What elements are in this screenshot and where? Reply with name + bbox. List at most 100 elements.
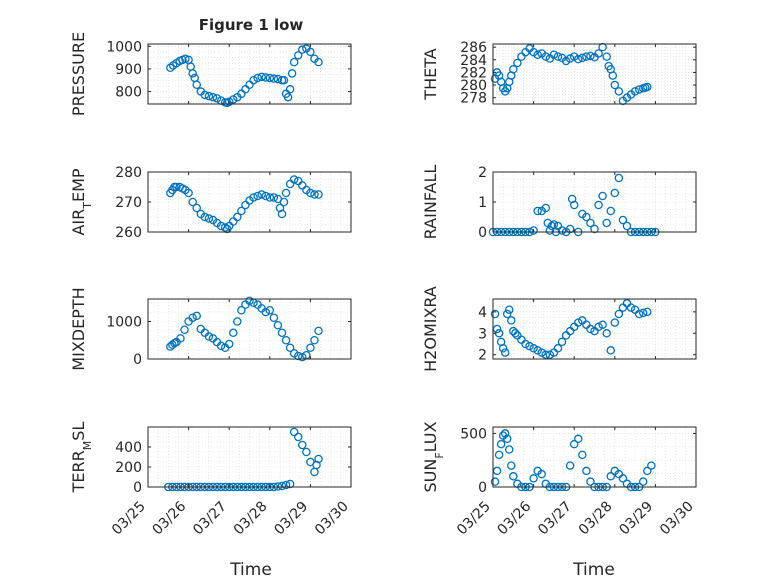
y-tick-label: 280: [115, 165, 142, 181]
data-point: [553, 344, 563, 353]
y-axis-label: THETA: [421, 48, 440, 100]
data-point: [502, 434, 512, 444]
axes-box: [492, 298, 697, 360]
y-tick-label: 282: [460, 65, 487, 81]
y-tick-label: 2: [478, 348, 487, 364]
data-point: [626, 303, 636, 312]
data-point: [265, 305, 275, 315]
data-point: [261, 307, 270, 317]
data-point: [507, 461, 516, 470]
subplot-mixdepth: 0 1000 MIXDEPTH: [69, 287, 352, 371]
y-tick-label: 3: [478, 326, 487, 342]
data-point: [200, 90, 210, 100]
data-point: [279, 75, 289, 85]
data-point: [265, 193, 275, 202]
data-point: [180, 325, 189, 334]
data-point: [257, 190, 266, 199]
data-point: [634, 309, 644, 319]
data-point: [614, 309, 624, 319]
data-point: [630, 87, 640, 96]
y-tick-label: 270: [115, 195, 142, 211]
data-point: [283, 92, 293, 102]
data-point: [261, 191, 270, 201]
x-tick-label: 03/29: [616, 499, 656, 539]
data-point: [610, 318, 620, 327]
y-tick-label: 800: [115, 85, 142, 101]
data-point: [537, 348, 546, 357]
data-point: [594, 49, 603, 58]
data-point: [643, 307, 652, 317]
data-point: [310, 335, 319, 345]
y-tick-label: 286: [460, 40, 487, 56]
data-point: [590, 224, 599, 234]
y-tick-label: 260: [115, 225, 142, 241]
axes-box: [492, 43, 697, 105]
data-point: [498, 344, 508, 353]
data-point: [521, 339, 530, 349]
data-point: [200, 212, 210, 222]
y-tick-label: 0: [478, 480, 487, 496]
data-point: [507, 316, 516, 325]
y-axis-label: SUNFLUX: [421, 421, 446, 492]
data-point: [541, 203, 551, 213]
subplot-rainfall: 0 1 2 RAINFALL: [421, 165, 697, 241]
x-tick-label: 03/26: [150, 498, 190, 538]
y-axis-label: AIRTEMP: [69, 168, 94, 235]
data-point: [233, 317, 242, 326]
data-point: [594, 200, 603, 210]
data-point: [269, 193, 279, 202]
data-point: [261, 73, 270, 82]
data-point: [257, 72, 266, 82]
data-point: [606, 206, 615, 216]
y-axis-label: PRESSURE: [69, 32, 88, 116]
data-point: [279, 197, 289, 207]
data-point: [598, 320, 607, 329]
data-point: [314, 326, 323, 336]
data-point: [224, 339, 234, 349]
data-point: [310, 190, 319, 199]
data-point: [281, 335, 291, 345]
data-point: [273, 74, 283, 84]
data-point: [216, 341, 226, 351]
data-point: [212, 94, 222, 103]
data-point: [537, 469, 546, 479]
y-tick-label: 500: [460, 426, 487, 442]
y-tick-label: 900: [115, 62, 142, 78]
data-point: [277, 481, 287, 491]
data-point: [229, 328, 238, 337]
data-point: [184, 188, 193, 198]
data-point: [253, 73, 262, 83]
subplot-air-temp: 260 270 280 AIRTEMP: [69, 165, 352, 241]
data-point: [265, 73, 275, 83]
data-point: [298, 440, 307, 450]
data-point: [287, 69, 297, 78]
y-tick-label: 1000: [106, 39, 142, 55]
data-point: [285, 343, 295, 352]
data-point: [618, 215, 628, 225]
y-tick-label: 400: [115, 440, 142, 456]
data-point: [298, 352, 307, 362]
subplot-h2omixra: 2 3 4 H2OMIXRA: [421, 286, 697, 372]
data-point: [643, 466, 652, 476]
x-tick-label: 03/28: [576, 499, 616, 539]
data-point: [553, 52, 563, 61]
data-point: [541, 52, 551, 61]
data-point: [224, 97, 234, 106]
data-point: [192, 311, 201, 321]
data-point: [293, 351, 303, 361]
data-point: [293, 432, 303, 442]
data-point: [586, 51, 595, 61]
data-point: [529, 344, 538, 353]
data-point: [229, 95, 238, 104]
data-point: [610, 188, 620, 198]
data-point: [557, 226, 567, 235]
subplot-pressure: 800 900 1000 PRESSURE: [69, 32, 352, 116]
subplot-sun-flux: 03/25 03/26 03/27 03/28 03/29 03/30 0 500 SUNFLU…: [421, 421, 697, 538]
data-point: [598, 191, 607, 201]
data-point: [298, 45, 307, 54]
data-point: [204, 214, 214, 223]
axes-box: [147, 426, 352, 488]
data-point: [622, 221, 632, 231]
